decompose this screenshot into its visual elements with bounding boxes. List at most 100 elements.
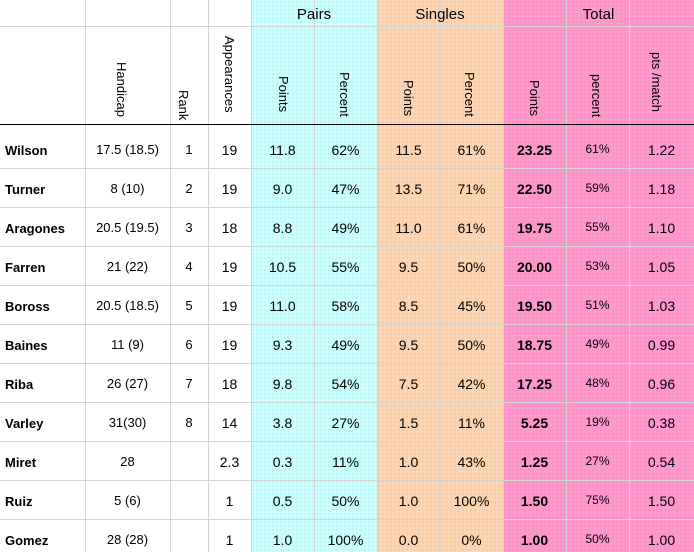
cell-total-percent: 51% — [585, 298, 610, 312]
cell-total-points: 17.25 — [516, 376, 553, 392]
row-divider — [0, 441, 694, 442]
cell-total-percent: 49% — [585, 337, 610, 351]
cell-singles-points: 1.0 — [398, 454, 419, 470]
cell-pairs-points: 11.8 — [269, 142, 296, 158]
cell-appearances: 19 — [221, 259, 238, 275]
cell-singles-points: 1.5 — [398, 415, 419, 431]
cell-appearances: 18 — [221, 220, 238, 236]
cell-total-points: 1.25 — [520, 454, 549, 470]
cell-appearances: 14 — [221, 415, 238, 431]
cell-handicap: 31(30) — [108, 415, 147, 430]
cell-total-points: 5.25 — [520, 415, 549, 431]
cell-pts-match: 1.50 — [647, 493, 676, 509]
cell-pts-match: 1.22 — [647, 142, 676, 158]
column-divider — [440, 0, 441, 552]
cell-singles-points: 1.0 — [398, 493, 419, 509]
cell-handicap: 28 (28) — [106, 532, 149, 547]
cell-handicap: 26 (27) — [106, 376, 149, 391]
header-singles-percent: Percent — [462, 72, 477, 117]
cell-total-percent: 59% — [585, 181, 610, 195]
player-name: Turner — [5, 182, 46, 197]
cell-singles-percent: 50% — [457, 259, 486, 275]
cell-rank: 8 — [185, 415, 193, 430]
cell-pts-match: 1.18 — [647, 181, 676, 197]
cell-pairs-percent: 49% — [331, 220, 360, 236]
header-total-percent: percent — [589, 74, 604, 118]
cell-pairs-points: 9.3 — [272, 337, 293, 353]
cell-total-percent: 61% — [585, 142, 610, 156]
header-divider — [0, 26, 694, 27]
header-pairs-points: Points — [276, 76, 291, 113]
player-name: Aragones — [5, 221, 65, 236]
player-name: Baines — [5, 338, 48, 353]
cell-singles-percent: 50% — [457, 337, 486, 353]
cell-singles-points: 9.5 — [398, 337, 419, 353]
cell-handicap: 20.5 (18.5) — [96, 298, 159, 313]
total-column-band — [503, 0, 694, 552]
cell-singles-points: 11.5 — [395, 142, 422, 158]
cell-singles-points: 9.5 — [398, 259, 419, 275]
column-divider — [566, 0, 567, 552]
column-divider — [629, 0, 630, 552]
cell-total-points: 19.75 — [516, 220, 553, 236]
cell-pairs-percent: 54% — [331, 376, 360, 392]
cell-pairs-points: 8.8 — [272, 220, 293, 236]
cell-pairs-points: 10.5 — [268, 259, 297, 275]
cell-rank: 4 — [185, 259, 193, 274]
cell-pairs-points: 11.0 — [269, 298, 296, 314]
row-divider — [0, 363, 694, 364]
player-name: Gomez — [5, 533, 49, 548]
cell-pairs-percent: 100% — [327, 532, 364, 548]
column-divider — [208, 0, 209, 552]
header-handicap: Handicap — [114, 62, 129, 117]
cell-total-points: 20.00 — [516, 259, 553, 275]
column-divider — [314, 0, 315, 552]
row-divider — [0, 519, 694, 520]
cell-pairs-percent: 50% — [331, 493, 360, 509]
cell-handicap: 5 (6) — [114, 493, 141, 508]
cell-singles-points: 11.0 — [395, 220, 422, 236]
cell-rank: 5 — [185, 298, 193, 313]
cell-total-percent: 19% — [585, 415, 610, 429]
cell-singles-points: 7.5 — [398, 376, 419, 392]
header-bottom-rule — [0, 124, 694, 125]
cell-singles-percent: 71% — [457, 181, 486, 197]
cell-pairs-percent: 49% — [331, 337, 360, 353]
cell-singles-percent: 61% — [457, 220, 486, 236]
cell-pts-match: 1.00 — [647, 532, 676, 548]
cell-handicap: 21 (22) — [106, 259, 149, 274]
player-name: Farren — [5, 260, 46, 275]
cell-pairs-percent: 58% — [331, 298, 360, 314]
cell-total-percent: 27% — [585, 454, 610, 468]
header-pts-per-match: pts /match — [649, 52, 664, 112]
column-divider — [251, 0, 252, 552]
cell-handicap: 20.5 (19.5) — [96, 220, 159, 235]
cell-appearances: 18 — [221, 376, 238, 392]
cell-total-points: 1.50 — [520, 493, 549, 509]
header-appearances: Appearances — [222, 36, 237, 113]
column-divider — [85, 0, 86, 552]
player-name: Miret — [5, 455, 37, 470]
cell-total-points: 19.50 — [516, 298, 553, 314]
cell-singles-points: 0.0 — [398, 532, 419, 548]
row-divider — [0, 480, 694, 481]
cell-appearances: 19 — [221, 142, 238, 158]
cell-pairs-percent: 55% — [331, 259, 360, 275]
cell-total-percent: 48% — [585, 376, 610, 390]
header-singles-points: Points — [401, 80, 416, 117]
cell-rank: 7 — [185, 376, 193, 391]
cell-singles-percent: 45% — [457, 298, 486, 314]
player-name: Varley — [5, 416, 44, 431]
row-divider — [0, 324, 694, 325]
cell-singles-points: 8.5 — [398, 298, 419, 314]
group-header-total: Total — [582, 6, 615, 23]
column-divider — [170, 0, 171, 552]
cell-handicap: 11 (9) — [111, 337, 144, 352]
cell-pairs-points: 9.0 — [272, 181, 293, 197]
cell-rank: 1 — [185, 142, 193, 157]
cell-total-percent: 53% — [585, 259, 610, 273]
cell-pairs-percent: 47% — [331, 181, 360, 197]
cell-pairs-points: 0.5 — [272, 493, 293, 509]
player-name: Wilson — [5, 143, 48, 158]
